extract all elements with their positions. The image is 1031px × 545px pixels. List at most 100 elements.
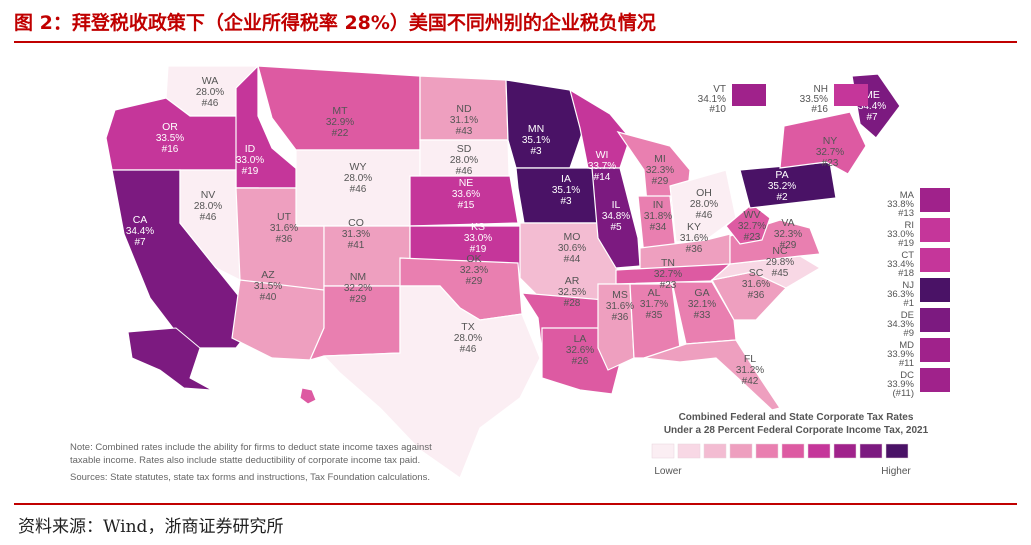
state-rate-label: 32.9% xyxy=(326,117,354,128)
legend-swatch xyxy=(859,443,883,459)
state-abbr-label: OK xyxy=(466,253,481,265)
small-state-swatch-nj xyxy=(920,278,950,302)
small-state-rate: 33.8% xyxy=(887,199,914,210)
state-abbr-label: WY xyxy=(350,161,367,173)
state-rate-label: 31.7% xyxy=(640,299,668,310)
state-abbr-label: ME xyxy=(864,89,880,101)
state-rate-label: 35.1% xyxy=(552,185,580,196)
small-state-rank: #9 xyxy=(903,328,914,339)
state-az xyxy=(231,279,325,361)
small-state-swatch-ri xyxy=(920,218,950,242)
state-rank-label: #42 xyxy=(742,376,759,387)
legend-swatch xyxy=(703,443,727,459)
small-state-abbr: MA xyxy=(900,190,915,201)
state-rank-label: #29 xyxy=(350,294,367,305)
state-rank-label: #36 xyxy=(612,312,629,323)
small-state-rate: 34.1% xyxy=(698,94,726,105)
state-rank-label: #3 xyxy=(560,196,572,207)
small-state-rate: 34.3% xyxy=(887,319,914,330)
small-state-rate: 33.4% xyxy=(887,259,914,270)
state-rate-label: 33.6% xyxy=(452,189,480,200)
state-rate-label: 32.3% xyxy=(774,229,802,240)
state-tx xyxy=(322,285,541,479)
state-rank-label: #36 xyxy=(276,234,293,245)
state-rank-label: #40 xyxy=(260,292,277,303)
state-rate-label: 34.4% xyxy=(126,226,154,237)
state-abbr-label: UT xyxy=(277,211,292,223)
small-state-abbr: VT xyxy=(713,84,726,95)
state-rate-label: 31.6% xyxy=(680,233,708,244)
state-abbr-label: AR xyxy=(565,275,580,287)
state-abbr-label: KS xyxy=(471,221,485,233)
state-abbr-label: NE xyxy=(459,177,474,189)
small-state-swatch-dc xyxy=(920,368,950,392)
state-rate-label: 31.6% xyxy=(270,223,298,234)
small-state-swatch-ct xyxy=(920,248,950,272)
small-state-rank: #16 xyxy=(811,104,828,115)
state-rate-label: 31.3% xyxy=(342,229,370,240)
state-rate-label: 28.0% xyxy=(690,199,718,210)
state-abbr-label: WV xyxy=(744,209,761,221)
state-rate-label: 32.5% xyxy=(558,287,586,298)
state-rate-label: 28.0% xyxy=(344,173,372,184)
state-rate-label: 31.8% xyxy=(644,211,672,222)
state-rate-label: 32.7% xyxy=(816,147,844,158)
small-state-rate: 33.5% xyxy=(800,94,828,105)
state-rank-label: #26 xyxy=(572,356,589,367)
state-rank-label: #19 xyxy=(242,166,259,177)
state-rank-label: #29 xyxy=(466,276,483,287)
state-abbr-label: WI xyxy=(596,149,609,161)
state-abbr-label: AL xyxy=(648,287,661,299)
small-state-rank: #10 xyxy=(709,104,726,115)
state-abbr-label: IA xyxy=(561,173,571,185)
state-rank-label: #34 xyxy=(650,222,667,233)
state-rate-label: 33.0% xyxy=(464,233,492,244)
state-abbr-label: VA xyxy=(781,217,794,229)
small-state-rank: #19 xyxy=(898,238,914,249)
state-abbr-label: WA xyxy=(202,75,219,87)
small-state-rank: #11 xyxy=(899,358,914,369)
state-rank-label: #46 xyxy=(696,210,713,221)
state-rank-label: #35 xyxy=(646,310,663,321)
state-abbr-label: ND xyxy=(456,103,472,115)
state-abbr-label: MO xyxy=(564,231,581,243)
legend-low-label: Lower xyxy=(654,466,682,477)
state-rate-label: 33.7% xyxy=(588,161,616,172)
state-rate-label: 32.6% xyxy=(566,345,594,356)
state-rank-label: #29 xyxy=(780,240,797,251)
small-state-abbr: MD xyxy=(899,340,914,351)
small-state-swatch-ma xyxy=(920,188,950,212)
figure-title: 图 2：拜登税收政策下（企业所得税率 28%）美国不同州别的企业税负情况 xyxy=(14,12,656,34)
state-abbr-label: SC xyxy=(749,267,764,279)
source-note: 资料来源：Wind，浙商证券研究所 xyxy=(18,517,284,537)
state-rate-label: 32.7% xyxy=(654,269,682,280)
state-rank-label: #41 xyxy=(348,240,365,251)
state-rank-label: #5 xyxy=(610,222,622,233)
note-line1: Note: Combined rates include the ability… xyxy=(70,442,432,453)
state-rate-label: 28.0% xyxy=(450,155,478,166)
small-state-swatch-nh xyxy=(834,84,868,106)
state-ms xyxy=(597,283,635,371)
state-rank-label: #46 xyxy=(350,184,367,195)
small-state-abbr: DE xyxy=(901,310,914,321)
state-abbr-label: LA xyxy=(574,333,587,345)
state-rank-label: #45 xyxy=(772,268,789,279)
state-rate-label: 35.2% xyxy=(768,181,796,192)
state-rank-label: #23 xyxy=(822,158,839,169)
state-abbr-label: PA xyxy=(775,169,788,181)
note-line3: Sources: State statutes, state tax forms… xyxy=(70,472,430,483)
small-state-abbr: DC xyxy=(900,370,914,381)
state-rate-label: 32.7% xyxy=(738,221,766,232)
state-rank-label: #28 xyxy=(564,298,581,309)
state-abbr-label: MI xyxy=(654,153,666,165)
state-rank-label: #2 xyxy=(776,192,788,203)
small-state-abbr: NH xyxy=(814,84,828,95)
state-abbr-label: NV xyxy=(201,189,216,201)
state-rank-label: #46 xyxy=(456,166,473,177)
state-abbr-label: CA xyxy=(133,214,148,226)
state-abbr-label: MN xyxy=(528,123,544,135)
title-rule xyxy=(14,41,1017,43)
small-state-rank: #1 xyxy=(903,298,914,309)
state-rank-label: #43 xyxy=(456,126,473,137)
state-rank-label: #7 xyxy=(866,112,878,123)
